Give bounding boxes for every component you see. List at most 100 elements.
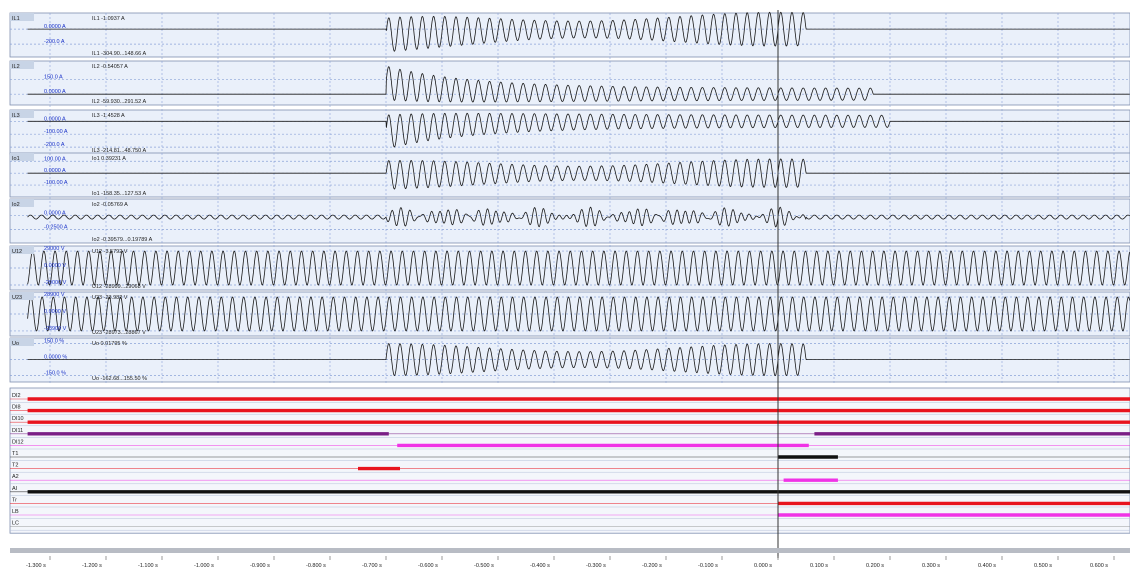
level-label: 0.0000 A	[44, 24, 66, 30]
digital-channel-name: DI12	[12, 439, 24, 445]
channel-range: IL1 -304.90...148.66 A	[92, 51, 146, 57]
channel-name: IL3	[12, 113, 20, 119]
waveform-io2	[27, 206, 1130, 228]
digital-channel-name: T1	[12, 451, 18, 457]
level-label: 28900 V	[44, 292, 65, 298]
waveform-il3	[27, 112, 1130, 148]
level-label: 0.0000 %	[44, 355, 67, 361]
channel-name-tab	[10, 338, 34, 346]
x-tick-label: -0.500 s	[474, 563, 494, 569]
channel-range: IL3 -214.81...48.750 A	[92, 148, 146, 154]
level-label: 0.0000 V	[44, 309, 66, 315]
level-label: 150.0 %	[44, 339, 64, 345]
level-label: 150.0 A	[44, 75, 63, 81]
channel-range: Io1 -158.35...127.53 A	[92, 191, 146, 197]
level-label: 0.0000 V	[44, 263, 66, 269]
level-label: -100.00 A	[44, 180, 68, 186]
level-label: -200.0 A	[44, 39, 65, 45]
channel-value: IL2 -0.54057 A	[92, 64, 128, 70]
x-tick-label: 0.100 s	[810, 563, 828, 569]
waveform-il1	[27, 11, 1130, 52]
analog-panel-io1[interactable]	[9, 152, 1130, 198]
digital-channel-name: LC	[12, 521, 19, 527]
level-label: -0.2500 A	[44, 225, 68, 231]
channel-name-tab	[10, 292, 34, 300]
x-tick-label: -1.300 s	[26, 563, 46, 569]
channel-value: IL1 -1.0937 A	[92, 16, 125, 22]
waveform-uo	[27, 343, 1130, 377]
level-label: 0.0000 A	[44, 168, 66, 174]
waveform-u12	[27, 250, 1130, 286]
x-tick-label: 0.300 s	[922, 563, 940, 569]
level-label: -29000 V	[44, 280, 67, 286]
level-label: 0.0000 A	[44, 210, 66, 216]
analog-panel-il1[interactable]	[9, 12, 1130, 58]
channel-range: U23 -28973...28867 V	[92, 330, 146, 336]
x-tick-label: 0.400 s	[978, 563, 996, 569]
x-tick-label: 0.000 s	[754, 563, 772, 569]
x-tick-label: -0.200 s	[642, 563, 662, 569]
waveform-u23	[27, 296, 1130, 332]
channel-range: Io2 -0.39579...0.19789 A	[92, 237, 153, 243]
channel-value: IL3 -1.4528 A	[92, 113, 125, 119]
x-tick-label: -1.100 s	[138, 563, 158, 569]
x-tick-label: -0.700 s	[362, 563, 382, 569]
level-label: 29000 V	[44, 246, 65, 252]
channel-range: Uo -162.68...155.50 %	[92, 376, 147, 382]
channel-name: IL2	[12, 64, 20, 70]
waveform-il2	[27, 66, 1130, 103]
channel-range: IL2 -59.930...291.52 A	[92, 99, 146, 105]
channel-name-tab	[10, 199, 34, 207]
waveform-io1	[27, 158, 1130, 190]
level-label: -200.0 A	[44, 142, 65, 148]
digital-channel-name: T2	[12, 463, 18, 469]
channel-name: U12	[12, 249, 22, 255]
channel-name-tab	[10, 153, 34, 161]
channel-value: Uo 0.01795 %	[92, 341, 127, 347]
channel-range: U12 -28999...29068 V	[92, 284, 146, 290]
channel-name-tab	[10, 13, 34, 21]
digital-channel-name: DI8	[12, 405, 21, 411]
x-tick-label: -0.600 s	[418, 563, 438, 569]
level-label: -150.0 %	[44, 371, 66, 377]
analog-panel-il2[interactable]	[9, 60, 1130, 106]
channel-name-tab	[10, 61, 34, 69]
x-tick-label: -1.000 s	[194, 563, 214, 569]
digital-channel-name: DI10	[12, 416, 24, 422]
x-tick-label: -0.300 s	[586, 563, 606, 569]
level-label: 100.00 A	[44, 156, 66, 162]
channel-name-tab	[10, 246, 34, 254]
analog-panel-io2[interactable]	[9, 198, 1130, 244]
x-tick-label: 0.200 s	[866, 563, 884, 569]
level-label: 0.0000 A	[44, 116, 66, 122]
channel-value: Io1 0.39231 A	[92, 156, 126, 162]
x-tick-label: -0.900 s	[250, 563, 270, 569]
x-tick-label: -0.800 s	[306, 563, 326, 569]
digital-channel-name: AI	[12, 486, 18, 492]
channel-name: Uo	[12, 341, 19, 347]
scrollbar[interactable]	[10, 548, 1130, 553]
channel-value: U12 -3.5792 V	[92, 249, 128, 255]
x-tick-label: 0.500 s	[1034, 563, 1052, 569]
x-tick-label: -1.200 s	[82, 563, 102, 569]
channel-name-tab	[10, 110, 34, 118]
digital-channel-name: DI2	[12, 393, 21, 399]
digital-channel-name: LB	[12, 509, 19, 515]
channel-name: IL1	[12, 16, 20, 22]
level-label: -100.00 A	[44, 129, 68, 135]
channel-name: U23	[12, 295, 22, 301]
digital-channel-name: Tr	[12, 497, 17, 503]
channel-value: U23 -23.982 V	[92, 295, 128, 301]
x-tick-label: -0.400 s	[530, 563, 550, 569]
x-tick-label: 0.600 s	[1090, 563, 1108, 569]
channel-name: Io1	[12, 156, 20, 162]
digital-channel-name: DI11	[12, 428, 23, 434]
level-label: -28900 V	[44, 326, 67, 332]
x-tick-label: -0.100 s	[698, 563, 718, 569]
channel-name: Io2	[12, 202, 20, 208]
level-label: 0.0000 A	[44, 89, 66, 95]
channel-value: Io2 -0.05769 A	[92, 202, 128, 208]
digital-channel-name: A2	[12, 474, 19, 480]
